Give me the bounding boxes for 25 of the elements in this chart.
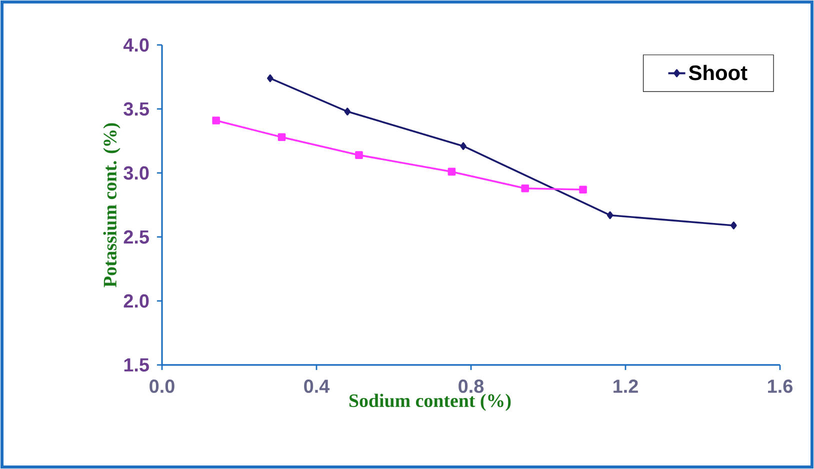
x-tick-label: 1.2 [614, 380, 638, 393]
point [212, 116, 220, 124]
point [579, 186, 587, 194]
point [606, 211, 614, 220]
legend-label: Shoot [688, 64, 748, 80]
y-tick-label: 4.0 [123, 38, 149, 52]
y-tick-label: 2.0 [124, 294, 149, 308]
point [460, 142, 466, 150]
y-tick-label: 3.0 [124, 166, 149, 180]
point [355, 151, 363, 159]
y-tick-label: 1.5 [124, 358, 149, 372]
point [278, 133, 286, 142]
x-axis-title: Sodium content (%) [350, 394, 511, 411]
y-tick-label: 3.5 [124, 102, 149, 116]
point [730, 222, 737, 230]
x-tick-label: 0.8 [458, 380, 484, 393]
point [448, 168, 456, 176]
y-axis-title: Potassium cont. (%) [103, 123, 120, 288]
y-tick-label: 2.5 [124, 230, 149, 244]
x-tick-label: 1.6 [768, 380, 792, 393]
x-tick-label: 0.4 [304, 380, 330, 393]
point [344, 108, 351, 116]
x-tick-label: 0.0 [150, 380, 174, 393]
point [521, 184, 529, 192]
point [267, 74, 274, 82]
